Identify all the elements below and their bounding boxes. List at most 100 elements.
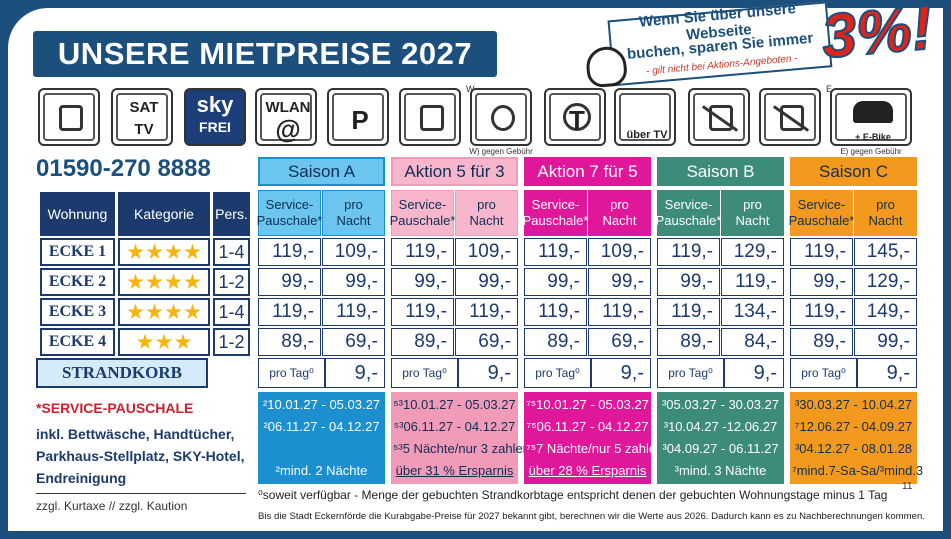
- detail-line: ³10.04.27 -12.06.27: [663, 419, 778, 434]
- detail-line: ²mind. 2 Nächte: [275, 463, 368, 478]
- icon: T: [544, 88, 606, 146]
- star: [127, 303, 144, 319]
- apartment-name: ECKE 1: [40, 238, 115, 266]
- detail-line: ⁷⁵06.11.27 - 04.12.27: [526, 419, 649, 434]
- price: 99,-: [854, 328, 917, 356]
- price: 119,-: [322, 298, 385, 326]
- icon: [470, 88, 532, 146]
- price: 99,-: [588, 268, 651, 296]
- price: 69,-: [588, 328, 651, 356]
- sub-header: pro Nacht: [455, 190, 518, 236]
- notes-line: inkl. Bettwäsche, Handtücher,: [36, 426, 235, 442]
- icon-inner: [43, 93, 95, 141]
- icon-text: P: [351, 104, 369, 135]
- sub-header: Service- Pauschale*: [656, 190, 721, 236]
- price: 119,-: [657, 238, 720, 266]
- star: [136, 333, 154, 349]
- price: 134,-: [721, 298, 784, 326]
- detail-line: ⁷12.06.27 - 04.09.27: [794, 419, 913, 434]
- icon-glyph: [709, 105, 733, 131]
- detail-line: ³mind. 3 Nächte: [674, 463, 767, 478]
- icon: SAT TV: [111, 88, 173, 146]
- price: 99,-: [657, 268, 720, 296]
- icon-inner: über TV: [619, 93, 671, 141]
- season-header: Aktion 7 für 5: [524, 157, 651, 186]
- sub-header: Service- Pauschale*: [257, 190, 322, 236]
- promo-percent: 3%!: [818, 0, 936, 72]
- persons: 1-2: [213, 268, 250, 296]
- strand-price: 9,-: [857, 358, 917, 388]
- icon-inner: P: [332, 93, 384, 141]
- icon-inner: T: [549, 93, 601, 141]
- season-header: Aktion 5 für 3: [391, 157, 518, 186]
- price: 129,-: [854, 268, 917, 296]
- column-header: Wohnung: [40, 192, 115, 236]
- icon-text: @: [275, 113, 301, 144]
- detail-line: ⁷mind.7-Sa-Sa/³mind.3: [792, 463, 924, 478]
- detail-line: ²06.11.27 - 04.12.27: [263, 419, 380, 434]
- stars-cell: [118, 328, 210, 356]
- price: 84,-: [721, 328, 784, 356]
- star: [184, 303, 201, 319]
- price: 119,-: [391, 298, 454, 326]
- star: [184, 273, 201, 289]
- price: 99,-: [524, 268, 587, 296]
- strand-price: 9,-: [591, 358, 651, 388]
- icon: [759, 88, 821, 146]
- detail-line: ³05.03.27 - 30.03.27: [661, 397, 780, 412]
- notes-rule: [36, 493, 246, 494]
- strand-price: 9,-: [325, 358, 385, 388]
- icon: über TV: [614, 88, 676, 146]
- stars-cell: [118, 268, 210, 296]
- detail-line: ²10.01.27 - 05.03.27: [262, 397, 381, 412]
- season-details: ³05.03.27 - 30.03.27 ³10.04.27 -12.06.27 ³…: [657, 392, 784, 484]
- icon-inner: WLAN @: [260, 93, 312, 144]
- season-header: Saison C: [790, 157, 917, 186]
- sub-header: Service- Pauschale*: [789, 190, 854, 236]
- icon: [38, 88, 100, 146]
- detail-line: ³04.12.27 - 08.01.28: [794, 441, 913, 456]
- star: [146, 243, 163, 259]
- icon-inner: [475, 93, 527, 141]
- price: 119,-: [790, 298, 853, 326]
- icon-text: über TV: [626, 129, 668, 141]
- icon-caption: W) gegen Gebühr: [469, 146, 533, 156]
- price: 89,-: [790, 328, 853, 356]
- price: 99,-: [391, 268, 454, 296]
- price: 119,-: [258, 238, 321, 266]
- price: 119,-: [588, 298, 651, 326]
- star: [127, 273, 144, 289]
- page-number: 11: [902, 481, 913, 492]
- strand-label: pro Tag⁰: [391, 358, 458, 388]
- persons: 1-2: [213, 328, 250, 356]
- strand-label: pro Tag⁰: [524, 358, 591, 388]
- price: 119,-: [455, 298, 518, 326]
- price: 109,-: [588, 238, 651, 266]
- star: [146, 303, 163, 319]
- sub-header: pro Nacht: [854, 190, 917, 236]
- strand-label: pro Tag⁰: [657, 358, 724, 388]
- notes-heading: *SERVICE-PAUSCHALE: [36, 400, 194, 416]
- icon-corner: E: [826, 84, 833, 94]
- price: 109,-: [455, 238, 518, 266]
- phone: 01590-270 8888: [36, 155, 211, 182]
- detail-line: über 28 % Ersparnis: [528, 463, 647, 478]
- star: [155, 333, 173, 349]
- detail-line: [260, 440, 383, 458]
- icon-text: + E-Bike: [855, 132, 891, 142]
- detail-line: ³30.03.27 - 10.04.27: [794, 397, 913, 412]
- persons: 1-4: [213, 238, 250, 266]
- sub-header: pro Nacht: [322, 190, 385, 236]
- price: 89,-: [524, 328, 587, 356]
- icon: [688, 88, 750, 146]
- icon-glyph: [853, 101, 893, 123]
- icon-glyph: [563, 103, 591, 131]
- star: [184, 243, 201, 259]
- price: 119,-: [391, 238, 454, 266]
- star: [165, 273, 182, 289]
- price: 69,-: [322, 328, 385, 356]
- detail-line: über 31 % Ersparnis: [395, 463, 514, 478]
- icon-text: FREI: [199, 119, 231, 135]
- icon-caption: E) gegen Gebühr: [840, 146, 902, 156]
